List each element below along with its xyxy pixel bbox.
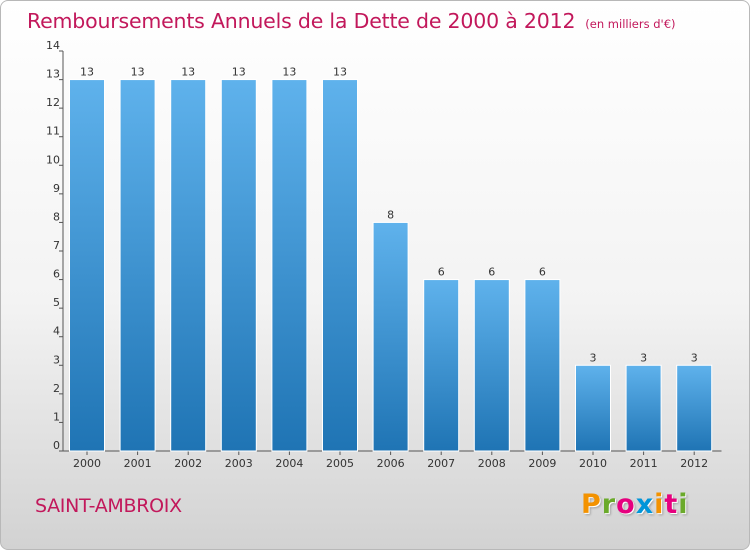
value-label-2001: 13 xyxy=(131,66,145,79)
brand-logo: Proxiti xyxy=(581,489,689,520)
x-tick-label-2010: 2010 xyxy=(579,457,607,470)
bars xyxy=(69,79,713,452)
bar-2002 xyxy=(170,79,207,452)
bar-2008 xyxy=(473,279,510,452)
y-tick-label: 14 xyxy=(46,39,60,52)
bar-2011 xyxy=(625,364,662,452)
brand-letter: i xyxy=(678,489,689,520)
x-tick-label-2003: 2003 xyxy=(225,457,253,470)
value-label-2002: 13 xyxy=(181,66,195,79)
y-tick-label: 4 xyxy=(53,325,60,338)
value-label-2005: 13 xyxy=(333,66,347,79)
chart-subtitle: (en milliers d'€) xyxy=(585,17,676,31)
brand-letter: x xyxy=(635,489,655,520)
y-tick-label: 8 xyxy=(53,210,60,223)
x-tick-label-2009: 2009 xyxy=(528,457,556,470)
value-label-2008: 6 xyxy=(488,266,495,279)
brand-letter: P xyxy=(581,489,602,520)
bar-2009 xyxy=(524,279,561,452)
value-label-2010: 3 xyxy=(590,351,597,364)
value-label-2007: 6 xyxy=(438,266,445,279)
y-tick-label: 0 xyxy=(53,439,60,452)
bar-2012 xyxy=(676,364,713,452)
y-tick-label: 7 xyxy=(53,239,60,252)
place-name: SAINT-AMBROIX xyxy=(35,495,182,517)
chart-title: Remboursements Annuels de la Dette de 20… xyxy=(27,9,676,33)
x-tick-label-2002: 2002 xyxy=(174,457,202,470)
bar-2007 xyxy=(423,279,460,452)
chart-title-text: Remboursements Annuels de la Dette de 20… xyxy=(27,9,576,33)
x-tick-label-2007: 2007 xyxy=(427,457,455,470)
bar-2010 xyxy=(575,364,611,452)
value-label-2011: 3 xyxy=(640,351,647,364)
y-tick-label: 6 xyxy=(53,268,60,281)
y-tick-label: 3 xyxy=(53,353,60,366)
bar-2004 xyxy=(271,79,308,452)
y-tick-label: 13 xyxy=(46,68,60,81)
x-tick-label-2006: 2006 xyxy=(377,457,405,470)
bar-2001 xyxy=(119,79,156,452)
value-label-2000: 13 xyxy=(80,66,94,79)
x-tick-label-2001: 2001 xyxy=(124,457,152,470)
brand-letter: t xyxy=(664,489,679,520)
x-tick-label-2008: 2008 xyxy=(478,457,506,470)
y-tick-label: 5 xyxy=(53,296,60,309)
value-label-2003: 13 xyxy=(232,66,246,79)
x-tick-label-2012: 2012 xyxy=(680,457,708,470)
x-tick-label-2000: 2000 xyxy=(73,457,101,470)
y-tick-label: 2 xyxy=(53,382,60,395)
brand-letter: o xyxy=(616,489,636,520)
bar-2006 xyxy=(372,221,409,452)
data-labels: 13 13 13 13 13 13 8 6 6 6 3 3 3 xyxy=(80,66,698,365)
value-label-2012: 3 xyxy=(691,351,698,364)
brand-letter: i xyxy=(654,489,665,520)
brand-letter: r xyxy=(601,489,617,520)
value-label-2009: 6 xyxy=(539,266,546,279)
y-tick-label: 9 xyxy=(53,182,60,195)
x-tick-label-2005: 2005 xyxy=(326,457,354,470)
value-label-2004: 13 xyxy=(282,66,296,79)
x-tick-label-2011: 2011 xyxy=(630,457,658,470)
y-tick-label: 11 xyxy=(46,125,60,138)
bar-2005 xyxy=(322,79,358,452)
x-tick-label-2004: 2004 xyxy=(275,457,303,470)
bar-2000 xyxy=(69,79,105,452)
value-label-2006: 8 xyxy=(387,208,394,221)
bar-2003 xyxy=(220,79,257,452)
y-tick-label: 1 xyxy=(53,410,60,423)
y-tick-label: 10 xyxy=(46,153,60,166)
y-tick-label: 12 xyxy=(46,96,60,109)
